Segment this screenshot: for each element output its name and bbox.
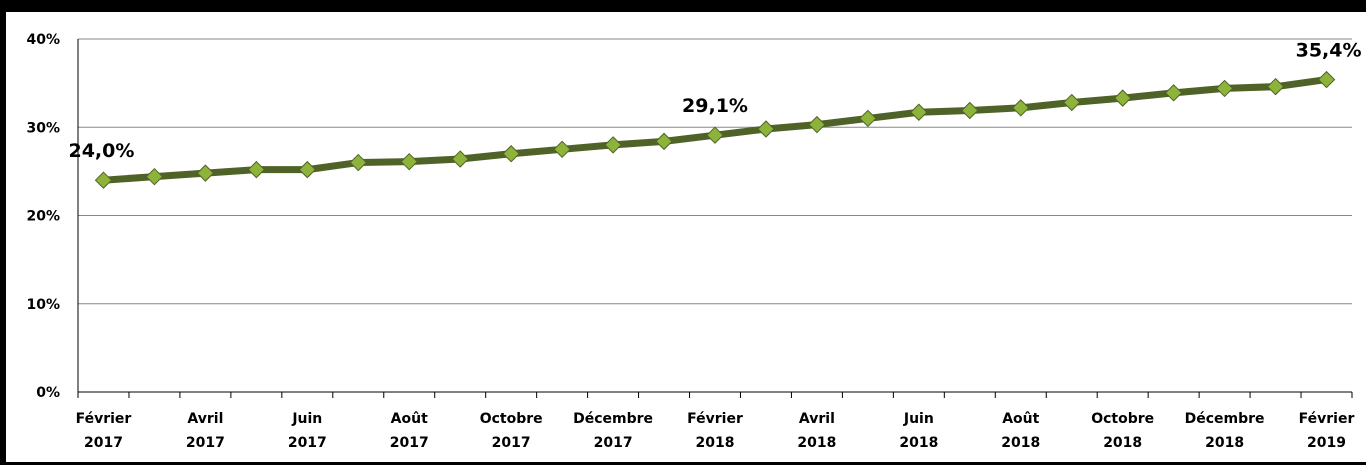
data-point	[400, 152, 418, 171]
data-point	[808, 115, 826, 134]
x-tick-label: Décembre 2017	[573, 411, 653, 451]
data-point	[1215, 79, 1234, 98]
data-point	[757, 120, 775, 138]
data-label: 24,0%	[68, 140, 134, 162]
data-point	[910, 103, 928, 121]
data-point	[298, 160, 317, 179]
data-point	[859, 109, 877, 128]
y-tick-label: 20%	[26, 209, 60, 225]
y-tick-label: 40%	[26, 32, 60, 48]
y-tick-label: 30%	[26, 120, 60, 136]
data-point	[1317, 70, 1336, 89]
data-point	[145, 167, 164, 186]
x-tick-label: Février 2017	[76, 411, 132, 451]
x-tick-label: Février 2018	[687, 411, 743, 451]
x-tick-label: Octobre 2018	[1091, 411, 1154, 451]
x-tick-label: Février 2019	[1299, 411, 1355, 451]
data-point	[1164, 84, 1183, 102]
data-point	[961, 101, 979, 120]
data-point	[706, 126, 724, 144]
x-tick-label: Avril 2018	[797, 411, 836, 451]
x-tick-label: Juin 2017	[288, 411, 327, 451]
data-point	[1063, 93, 1081, 112]
x-tick-label: Octobre 2017	[480, 411, 543, 451]
data-point	[1266, 77, 1285, 96]
data-point	[196, 164, 215, 182]
data-point	[502, 145, 520, 163]
data-point	[553, 140, 571, 159]
data-point	[1113, 89, 1132, 107]
y-tick-label: 10%	[26, 297, 60, 313]
data-point	[349, 153, 367, 172]
chart-background	[6, 12, 1366, 462]
data-point	[604, 136, 622, 154]
y-tick-label: 0%	[36, 385, 60, 401]
data-label: 29,1%	[682, 95, 748, 117]
x-tick-label: Avril 2017	[186, 411, 225, 451]
data-point	[94, 171, 113, 189]
x-tick-label: Août 2017	[390, 411, 429, 451]
data-label: 35,4%	[1296, 40, 1362, 62]
x-tick-label: Décembre 2018	[1185, 411, 1265, 451]
x-tick-label: Août 2018	[1001, 411, 1040, 451]
data-point	[1012, 99, 1030, 117]
x-tick-label: Juin 2018	[899, 411, 938, 451]
data-point	[451, 150, 469, 168]
data-point	[247, 160, 266, 179]
data-point	[655, 132, 673, 151]
